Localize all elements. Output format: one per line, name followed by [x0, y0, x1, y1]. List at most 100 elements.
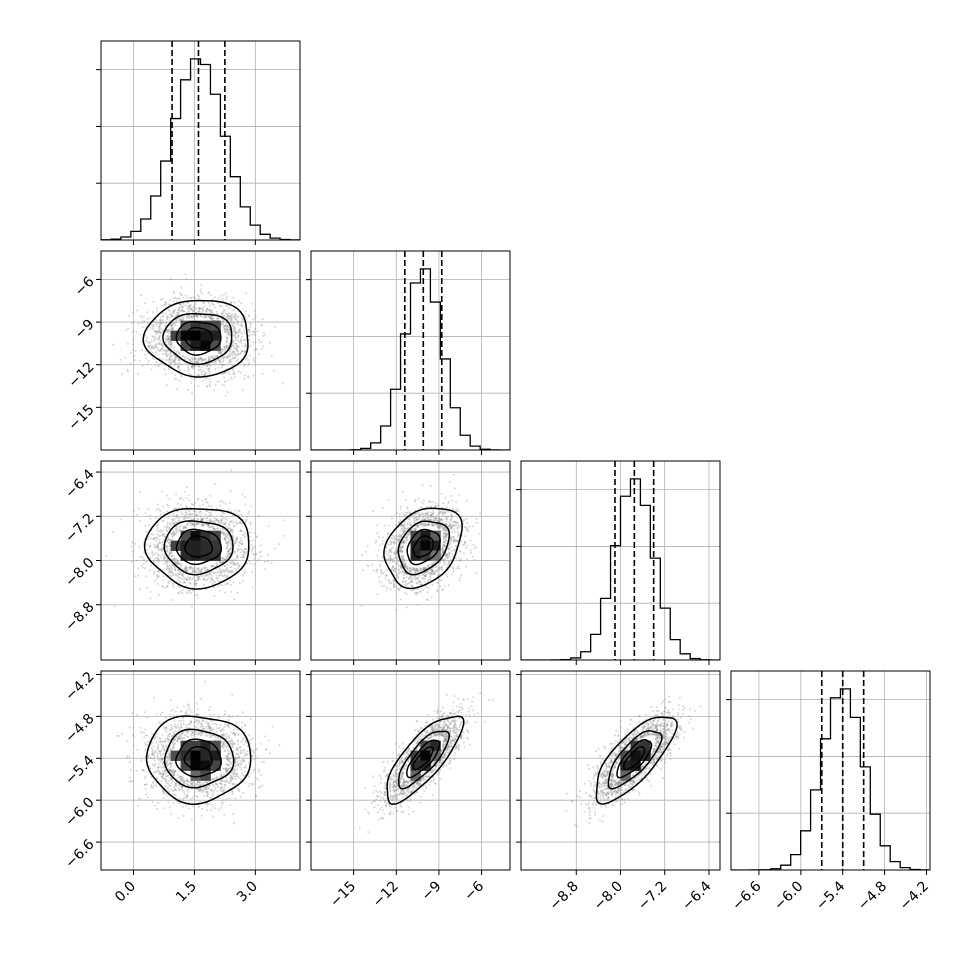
scatter-point: [424, 523, 427, 526]
scatter-point: [444, 529, 447, 532]
scatter-point: [167, 539, 170, 542]
scatter-point: [438, 517, 441, 520]
scatter-point: [135, 769, 138, 772]
scatter-point: [428, 575, 431, 578]
scatter-point: [192, 361, 195, 364]
scatter-point: [151, 787, 154, 790]
scatter-point: [142, 562, 145, 565]
scatter-point: [193, 791, 196, 793]
scatter-point: [407, 531, 410, 534]
scatter-point: [223, 364, 226, 366]
scatter-point: [231, 775, 234, 777]
scatter-point: [165, 331, 168, 334]
scatter-point: [400, 545, 403, 548]
scatter-point: [393, 557, 396, 560]
scatter-point: [182, 302, 185, 305]
scatter-point: [166, 510, 169, 513]
scatter-point: [383, 585, 386, 587]
scatter-point: [233, 330, 235, 333]
scatter-point: [222, 522, 225, 525]
scatter-point: [255, 777, 258, 780]
scatter-point: [208, 309, 210, 311]
scatter-point: [175, 350, 178, 353]
scatter-point: [173, 531, 175, 534]
scatter-point: [179, 304, 182, 307]
scatter-point: [226, 568, 229, 571]
scatter-point: [172, 747, 175, 750]
scatter-point: [450, 539, 453, 542]
scatter-point: [453, 520, 456, 523]
scatter-point: [429, 563, 432, 566]
scatter-point: [158, 319, 161, 322]
scatter-point: [166, 317, 169, 320]
scatter-point: [406, 568, 409, 571]
scatter-point: [443, 544, 446, 547]
scatter-point: [198, 307, 201, 310]
scatter-point: [400, 565, 402, 568]
scatter-point: [441, 514, 444, 517]
scatter-point: [410, 579, 413, 582]
scatter-point: [242, 792, 245, 794]
scatter-point: [241, 493, 244, 496]
scatter-point: [397, 540, 400, 543]
scatter-point: [427, 519, 430, 522]
scatter-point: [251, 750, 254, 752]
scatter-point: [201, 310, 204, 313]
scatter-point: [222, 321, 224, 324]
scatter-point: [223, 324, 226, 327]
scatter-point: [454, 521, 457, 524]
scatter-point: [116, 734, 119, 737]
scatter-point: [158, 508, 161, 511]
scatter-point: [165, 563, 168, 565]
scatter-point: [173, 312, 176, 315]
scatter-point: [164, 778, 167, 780]
scatter-point: [162, 529, 165, 532]
scatter-point: [169, 552, 171, 555]
scatter-point: [222, 293, 225, 296]
scatter-point: [204, 785, 207, 788]
scatter-point: [189, 296, 192, 299]
scatter-point: [196, 315, 199, 318]
scatter-point: [423, 518, 426, 521]
scatter-point: [169, 533, 172, 535]
scatter-point: [172, 514, 175, 517]
scatter-point: [124, 329, 127, 332]
scatter-point: [245, 291, 248, 294]
scatter-point: [179, 303, 181, 306]
scatter-point: [186, 569, 189, 572]
scatter-point: [178, 352, 181, 354]
scatter-point: [194, 303, 197, 306]
scatter-point: [174, 738, 177, 741]
scatter-point: [172, 744, 175, 747]
scatter-point: [177, 529, 180, 532]
scatter-point: [221, 531, 223, 534]
scatter-point: [194, 732, 197, 735]
scatter-point: [406, 538, 409, 541]
scatter-point: [233, 330, 236, 333]
scatter-point: [217, 297, 220, 300]
scatter-point: [234, 357, 236, 360]
scatter-point: [236, 347, 238, 350]
scatter-point: [162, 575, 165, 578]
scatter-point: [452, 524, 455, 527]
scatter-point: [240, 351, 242, 354]
scatter-point: [428, 578, 431, 581]
scatter-point: [200, 373, 203, 376]
scatter-point: [409, 575, 411, 578]
scatter-point: [417, 518, 420, 521]
scatter-point: [202, 370, 205, 372]
scatter-point: [236, 740, 239, 743]
scatter-point: [167, 783, 170, 786]
scatter-point: [392, 570, 395, 572]
scatter-point: [192, 364, 195, 367]
scatter-point: [145, 793, 148, 796]
scatter-point: [245, 753, 248, 756]
scatter-point: [209, 727, 211, 730]
scatter-point: [433, 524, 436, 527]
scatter-point: [168, 541, 171, 544]
scatter-point: [157, 748, 160, 751]
scatter-point: [168, 769, 171, 772]
scatter-point: [261, 784, 264, 787]
scatter-point: [151, 554, 154, 557]
scatter-point: [216, 564, 219, 566]
